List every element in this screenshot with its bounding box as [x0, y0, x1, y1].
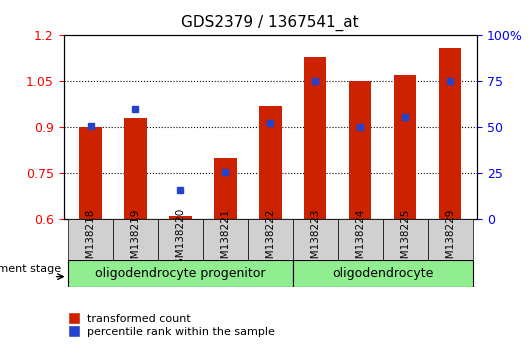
- Bar: [394, 75, 417, 219]
- FancyBboxPatch shape: [68, 260, 293, 287]
- FancyBboxPatch shape: [293, 219, 338, 260]
- Text: development stage: development stage: [0, 264, 60, 274]
- Text: GSM138218: GSM138218: [85, 208, 95, 272]
- Text: GSM138221: GSM138221: [220, 208, 231, 272]
- FancyBboxPatch shape: [68, 219, 113, 260]
- Text: GSM138222: GSM138222: [266, 208, 275, 272]
- Bar: [304, 57, 326, 219]
- Bar: [349, 81, 372, 219]
- Title: GDS2379 / 1367541_at: GDS2379 / 1367541_at: [181, 15, 359, 31]
- Text: GSM138229: GSM138229: [445, 208, 455, 272]
- Text: GSM138225: GSM138225: [400, 208, 410, 272]
- Text: GSM138219: GSM138219: [130, 208, 140, 272]
- Legend: transformed count, percentile rank within the sample: transformed count, percentile rank withi…: [69, 314, 275, 337]
- Text: GSM138224: GSM138224: [355, 208, 365, 272]
- Bar: [439, 48, 461, 219]
- FancyBboxPatch shape: [203, 219, 248, 260]
- FancyBboxPatch shape: [248, 219, 293, 260]
- Bar: [124, 118, 147, 219]
- FancyBboxPatch shape: [293, 260, 473, 287]
- Text: GSM138220: GSM138220: [175, 208, 186, 272]
- FancyBboxPatch shape: [428, 219, 473, 260]
- FancyBboxPatch shape: [383, 219, 428, 260]
- Bar: [80, 127, 102, 219]
- FancyBboxPatch shape: [158, 219, 203, 260]
- Text: GSM138223: GSM138223: [310, 208, 320, 272]
- Text: oligodendrocyte progenitor: oligodendrocyte progenitor: [95, 267, 266, 280]
- Bar: [214, 158, 236, 219]
- Text: oligodendrocyte: oligodendrocyte: [332, 267, 434, 280]
- FancyBboxPatch shape: [113, 219, 158, 260]
- Bar: [169, 216, 192, 219]
- Bar: [259, 106, 281, 219]
- FancyBboxPatch shape: [338, 219, 383, 260]
